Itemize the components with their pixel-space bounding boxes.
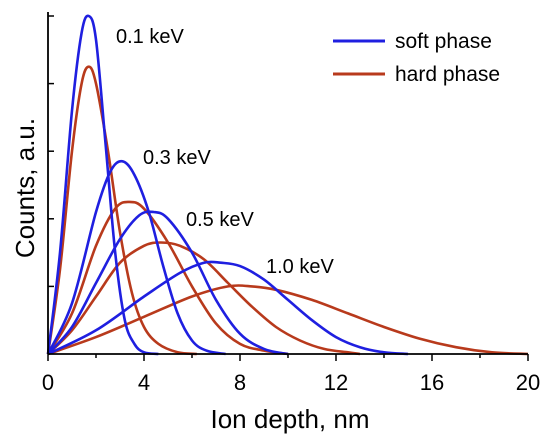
x-tick-label-20: 20 — [516, 370, 540, 395]
annotation-0-5-kev: 0.5 keV — [186, 209, 254, 231]
legend-label-soft-phase: soft phase — [395, 30, 492, 53]
series-layer — [46, 14, 529, 356]
series-line-soft-phase-0-5-kev — [47, 210, 289, 356]
series-line-hard-phase-0-5-kev — [47, 241, 361, 356]
annotation-1-0-kev: 1.0 keV — [266, 256, 334, 278]
series-line-soft-phase-0-1-kev — [46, 14, 159, 356]
x-tick-label-8: 8 — [234, 370, 246, 395]
axes-layer: 0 4 8 12 16 20 — [42, 12, 540, 395]
x-tick-label-12: 12 — [324, 370, 348, 395]
x-tick-label-0: 0 — [42, 370, 54, 395]
annotation-0-3-kev: 0.3 keV — [143, 147, 211, 169]
series-line-hard-phase-0-3-kev — [46, 200, 289, 356]
x-axis-title: Ion depth, nm — [211, 404, 370, 434]
annotation-0-1-kev: 0.1 keV — [116, 26, 184, 48]
legend-label-hard-phase: hard phase — [395, 63, 500, 86]
series-line-soft-phase-1-0-kev — [47, 260, 409, 356]
legend: soft phase hard phase — [333, 30, 500, 86]
series-line-hard-phase-1-0-kev — [47, 284, 529, 356]
x-tick-label-16: 16 — [420, 370, 444, 395]
series-line-soft-phase-0-3-kev — [46, 159, 226, 356]
y-axis-title: Counts, a.u. — [10, 118, 40, 258]
x-tick-label-4: 4 — [138, 370, 150, 395]
